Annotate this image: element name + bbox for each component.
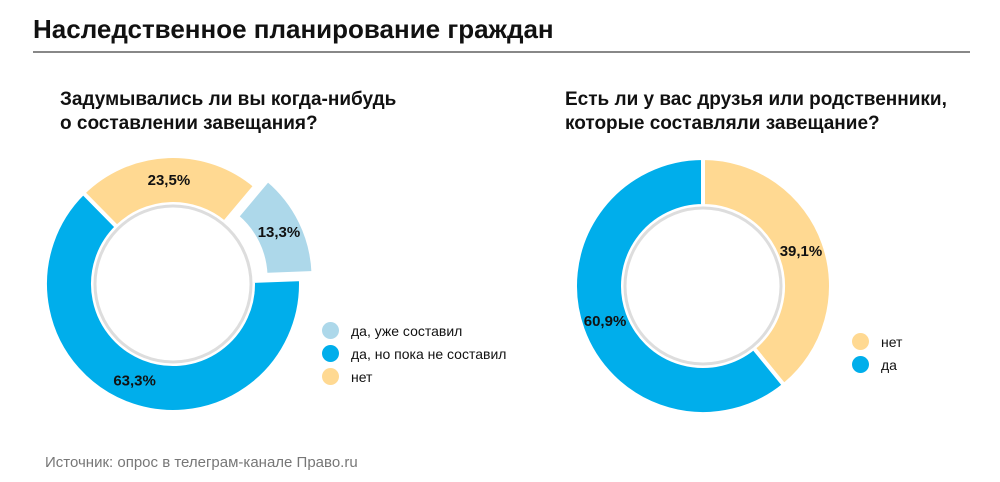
source-note: Источник: опрос в телеграм-канале Право.…	[45, 454, 358, 471]
legend-swatch	[322, 345, 339, 362]
legend-label: да	[881, 356, 897, 373]
slice-1-1	[234, 176, 316, 277]
legend-label: нет	[351, 368, 373, 385]
legend-swatch	[322, 368, 339, 385]
data-label: 39,1%	[780, 243, 823, 260]
legend-swatch	[852, 333, 869, 350]
legend-label: нет	[881, 333, 903, 350]
slice-1-2	[43, 189, 303, 414]
chart2-title-line: которые составляли завещание?	[565, 113, 880, 134]
legend-item: нет	[322, 368, 372, 385]
data-label: 23,5%	[148, 172, 191, 189]
legend-label: да, но пока не составил	[351, 345, 507, 362]
donut-center	[623, 206, 783, 366]
legend-swatch	[852, 356, 869, 373]
chart1-title-line: о составлении завещания?	[60, 113, 318, 134]
data-label: 13,3%	[258, 224, 301, 241]
slice-1-3	[80, 154, 259, 230]
legend-label: да, уже составил	[351, 322, 463, 339]
legend-swatch	[322, 322, 339, 339]
data-label: 63,3%	[113, 373, 156, 390]
data-label: 60,9%	[584, 313, 627, 330]
chart1-title-line: Задумывались ли вы когда-нибудь	[60, 89, 397, 110]
legend-item: да, уже составил	[322, 322, 462, 339]
chart1-title: Задумывались ли вы когда-нибудь о состав…	[60, 88, 396, 136]
page-title: Наследственное планирование граждан	[33, 14, 554, 44]
slice-2-2	[573, 155, 787, 416]
chart2-title-line: Есть ли у вас друзья или родственники,	[565, 89, 947, 110]
slice-2-1	[701, 155, 833, 388]
legend-item: да	[852, 356, 897, 373]
chart2-title: Есть ли у вас друзья или родственники, к…	[565, 88, 947, 136]
donut-center	[93, 204, 253, 364]
legend-item: да, но пока не составил	[322, 345, 506, 362]
legend-item: нет	[852, 333, 902, 350]
divider	[33, 51, 970, 53]
